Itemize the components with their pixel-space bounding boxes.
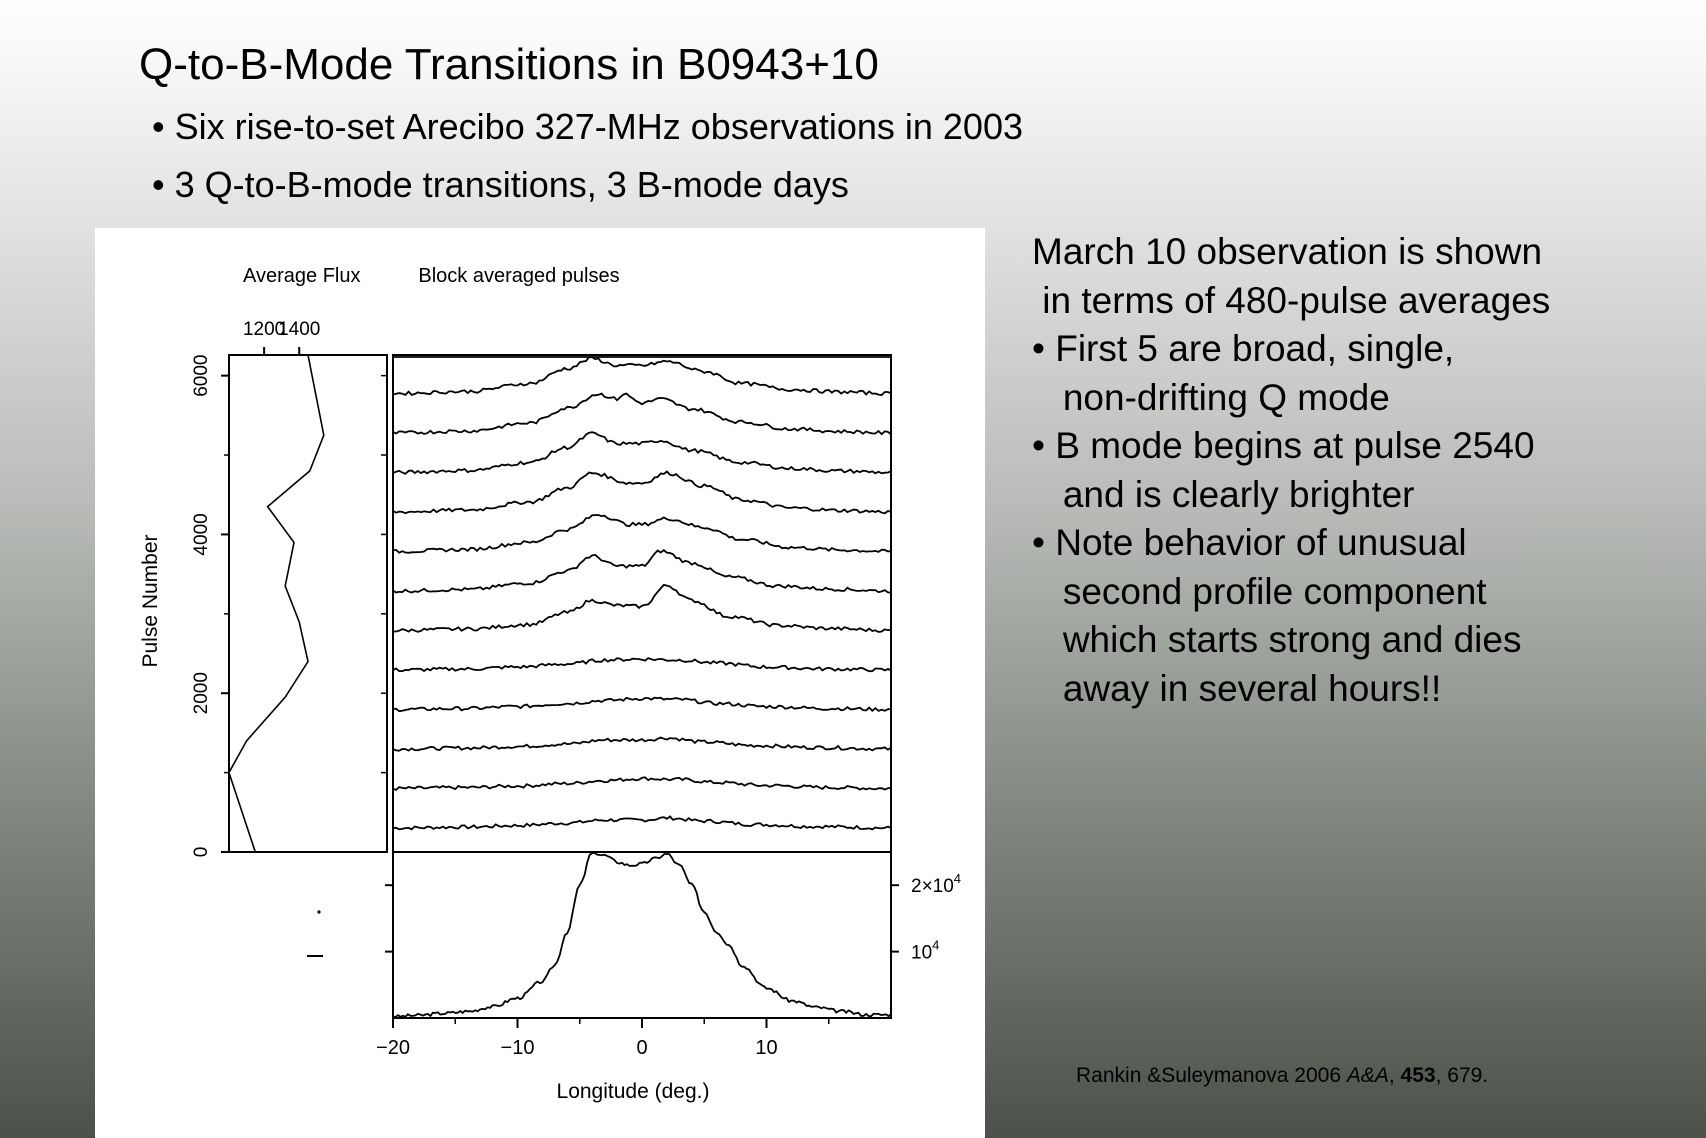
bullet-observations: • Six rise-to-set Arecibo 327-MHz observ… [152, 106, 1023, 147]
pulses-panel-title: Block averaged pulses [418, 265, 619, 287]
profile-ytick-label: 104 [911, 938, 939, 964]
pulse-profile [392, 514, 892, 554]
flux-ytick-label: 6000 [191, 355, 212, 397]
flux-yticks: 0 2000 4000 6000 [191, 355, 387, 858]
profile-ytick-exp: 4 [954, 871, 961, 886]
profile-ytick-exp: 4 [932, 938, 939, 953]
profile-xtick-label: −20 [376, 1037, 410, 1059]
pulse-profile [392, 776, 892, 791]
note-line: in terms of 480-pulse averages [1032, 279, 1551, 321]
figure-panel: Average Flux 1200 1400 0 2000 4000 6000 Puls… [95, 228, 985, 1138]
pulse-profile [392, 470, 892, 515]
flux-ytick-label: 4000 [191, 513, 212, 555]
citation-sep: , [1388, 1064, 1401, 1087]
pulse-profile [392, 549, 892, 594]
flux-xtick-label: 1200 [243, 319, 285, 340]
slide-title: Q-to-B-Mode Transitions in B0943+10 [139, 40, 879, 89]
citation-volume: 453 [1400, 1064, 1436, 1087]
note-line: which starts strong and dies [1032, 619, 1522, 660]
profile-ytick-mantissa: 10 [911, 943, 932, 964]
stray-dot [317, 910, 321, 914]
pulses-stack [392, 356, 892, 831]
note-line: second profile component [1032, 570, 1487, 612]
profile-xtick-label: −10 [501, 1037, 535, 1059]
note-line: • B mode begins at pulse 2540 [1032, 425, 1535, 466]
flux-ytick-label: 2000 [191, 672, 212, 714]
profile-line [393, 852, 892, 1018]
profile-xtick-label: 0 [636, 1037, 647, 1059]
flux-series [228, 354, 325, 853]
flux-xtick-label: 1400 [278, 319, 320, 340]
profile-frame [392, 851, 892, 1019]
flux-ylabel: Pulse Number [139, 534, 162, 667]
pulse-profile [392, 696, 892, 713]
pulse-profile [392, 815, 892, 831]
note-line: • Note behavior of unusual [1032, 522, 1467, 563]
note-line: March 10 observation is shown [1032, 231, 1543, 272]
pulse-profile [392, 392, 892, 436]
note-line: non-drifting Q mode [1032, 376, 1390, 418]
bullet-transitions: • 3 Q-to-B-mode transitions, 3 B-mode da… [152, 164, 849, 205]
profile-series [393, 852, 892, 1018]
profile-xlabel: Longitude (deg.) [557, 1080, 710, 1103]
flux-ytick-label: 0 [191, 847, 212, 858]
citation-journal: A&A [1346, 1064, 1389, 1087]
profile-xticks: −20 −10 0 10 [376, 1018, 830, 1059]
pulse-profile [392, 583, 892, 633]
flux-frame [228, 354, 388, 853]
citation-pages: , 679. [1435, 1064, 1489, 1087]
pulse-profile [392, 356, 892, 396]
pulse-profile [392, 431, 892, 475]
note-line: and is clearly brighter [1032, 473, 1415, 515]
profile-ytick-mantissa: 2×10 [911, 876, 954, 897]
pulse-profile [392, 657, 892, 673]
note-line: • First 5 are broad, single, [1032, 328, 1455, 369]
pulse-profile [392, 736, 892, 752]
notes-block: March 10 observation is shown in terms o… [1032, 228, 1550, 713]
flux-panel-title: Average Flux [243, 265, 360, 287]
flux-line [228, 354, 325, 853]
profile-xtick-label: 10 [755, 1037, 777, 1059]
profile-ytick-label: 2×104 [911, 871, 961, 897]
citation-authors: Rankin &Suleymanova 2006 [1076, 1064, 1347, 1087]
citation: Rankin &Suleymanova 2006 A&A, 453, 679. [1076, 1064, 1488, 1088]
note-line: away in several hours!! [1032, 667, 1442, 709]
